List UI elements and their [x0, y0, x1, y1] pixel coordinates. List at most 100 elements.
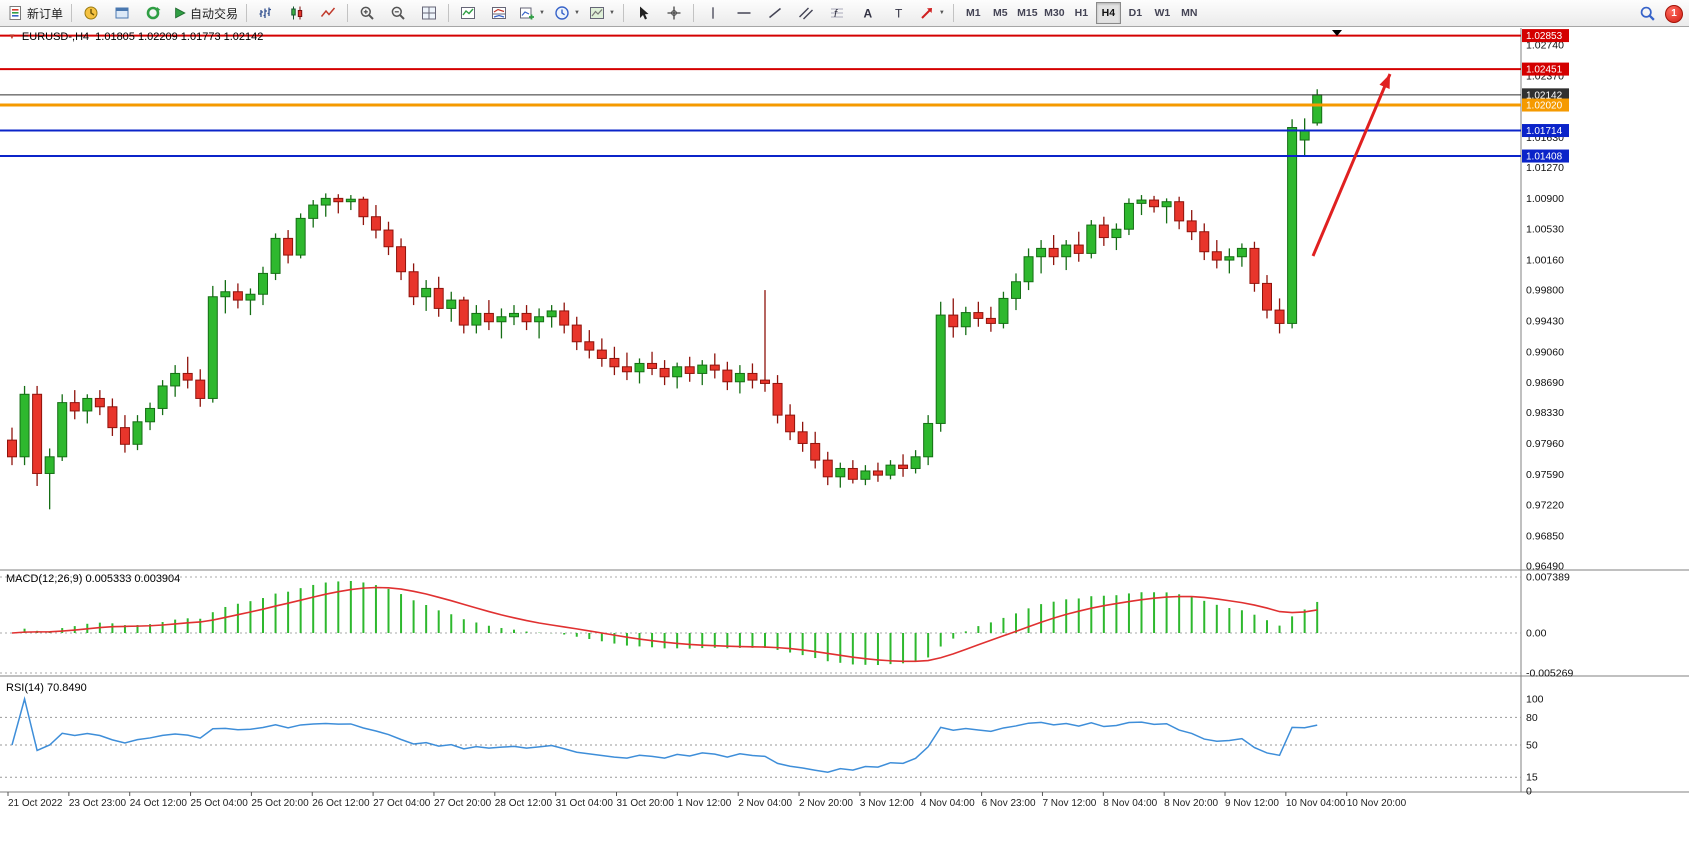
- data-window-button[interactable]: [107, 1, 137, 25]
- svg-text:1.01270: 1.01270: [1526, 162, 1564, 174]
- timeframe-button-h1[interactable]: H1: [1074, 7, 1089, 19]
- svg-text:0.007389: 0.007389: [1526, 572, 1570, 584]
- svg-text:31 Oct 20:00: 31 Oct 20:00: [617, 798, 675, 809]
- fibonacci-icon: f: [830, 8, 843, 20]
- svg-text:15: 15: [1526, 772, 1538, 784]
- label-tool[interactable]: T: [884, 1, 914, 25]
- svg-text:8 Nov 04:00: 8 Nov 04:00: [1103, 798, 1157, 809]
- indicators-icon: [461, 7, 476, 19]
- svg-text:0.97590: 0.97590: [1526, 469, 1564, 481]
- svg-text:0.97220: 0.97220: [1526, 500, 1564, 512]
- zoom-out-button[interactable]: [383, 1, 413, 25]
- indicator-window-button[interactable]: [484, 1, 514, 25]
- chart-candles-button[interactable]: [282, 1, 312, 25]
- svg-text:A: A: [863, 7, 872, 21]
- candlestick-chart-icon: [291, 6, 303, 20]
- zoom-out-icon: [391, 6, 405, 20]
- svg-text:3 Nov 12:00: 3 Nov 12:00: [860, 798, 914, 809]
- arrow-tool[interactable]: ▼: [915, 1, 949, 25]
- svg-text:7 Nov 12:00: 7 Nov 12:00: [1042, 798, 1096, 809]
- timeframe-button-m5[interactable]: M5: [993, 7, 1008, 19]
- crosshair-button[interactable]: [659, 1, 689, 25]
- svg-text:28 Oct 12:00: 28 Oct 12:00: [495, 798, 553, 809]
- period-icon: [555, 6, 569, 20]
- vertical-line-tool[interactable]: [698, 1, 728, 25]
- arrow-tool-icon: [921, 8, 932, 19]
- price-chart-canvas[interactable]: 1.027401.023701.016301.012701.009001.005…: [0, 28, 1689, 868]
- chart-bars-button[interactable]: [251, 1, 281, 25]
- grid-icon: [422, 6, 437, 20]
- toolbar-separator: [622, 4, 624, 22]
- crosshair-icon: [667, 6, 681, 20]
- line-chart-icon: [320, 7, 336, 17]
- svg-text:2 Nov 04:00: 2 Nov 04:00: [738, 798, 792, 809]
- svg-text:1.02020: 1.02020: [1526, 101, 1563, 112]
- autotrade-button[interactable]: 自动交易: [169, 1, 242, 25]
- channel-tool[interactable]: [791, 1, 821, 25]
- svg-text:-0.005269: -0.005269: [1526, 668, 1573, 680]
- svg-text:0.98690: 0.98690: [1526, 377, 1564, 389]
- trendline-tool[interactable]: [760, 1, 790, 25]
- svg-text:10 Nov 20:00: 10 Nov 20:00: [1347, 798, 1407, 809]
- horizontal-line-icon: [737, 12, 751, 14]
- market-watch-button[interactable]: [76, 1, 106, 25]
- svg-text:100: 100: [1526, 694, 1544, 706]
- trendline-icon: [768, 7, 781, 19]
- tile-windows-button[interactable]: [414, 1, 444, 25]
- new-order-button[interactable]: 新订单: [4, 1, 67, 25]
- timeframe-button-m1[interactable]: M1: [966, 7, 981, 19]
- new-order-icon: [9, 6, 21, 20]
- toolbar-separator: [692, 4, 694, 22]
- timeframe-button-m15[interactable]: M15: [1017, 7, 1038, 19]
- chevron-down-icon: ▼: [539, 10, 545, 16]
- toolbar-separator: [246, 4, 248, 22]
- toolbar-separator: [347, 4, 349, 22]
- template-button[interactable]: ▼: [585, 1, 619, 25]
- notification-badge[interactable]: 1: [1665, 4, 1683, 23]
- symbol-period-label: EURUSD-,H4: [21, 31, 90, 43]
- timeframe-button-m30[interactable]: M30: [1044, 7, 1065, 19]
- svg-text:0.99430: 0.99430: [1526, 315, 1564, 327]
- svg-text:1.01714: 1.01714: [1526, 126, 1563, 137]
- cursor-button[interactable]: [628, 1, 658, 25]
- horizontal-line-tool[interactable]: [729, 1, 759, 25]
- chevron-down-icon: ▼: [608, 10, 615, 16]
- svg-text:0: 0: [1526, 786, 1532, 798]
- svg-text:0.96850: 0.96850: [1526, 530, 1564, 542]
- period-button[interactable]: ▼: [550, 1, 584, 25]
- timeframe-button-mn[interactable]: MN: [1181, 7, 1198, 19]
- svg-text:24 Oct 12:00: 24 Oct 12:00: [130, 798, 188, 809]
- svg-text:0.99060: 0.99060: [1526, 346, 1564, 358]
- add-indicator-icon: [520, 7, 535, 20]
- text-tool[interactable]: A: [853, 1, 883, 25]
- svg-text:8 Nov 20:00: 8 Nov 20:00: [1164, 798, 1218, 809]
- chart-line-button[interactable]: [313, 1, 343, 25]
- zoom-in-button[interactable]: [352, 1, 382, 25]
- toolbar-separator: [448, 4, 450, 22]
- toolbar-separator: [952, 4, 954, 22]
- svg-text:25 Oct 04:00: 25 Oct 04:00: [191, 798, 249, 809]
- svg-text:80: 80: [1526, 712, 1538, 724]
- bar-chart-icon: [259, 7, 272, 18]
- svg-text:0.99800: 0.99800: [1526, 285, 1564, 297]
- macd-label: MACD(12,26,9) 0.005333 0.003904: [6, 573, 181, 585]
- fibonacci-tool[interactable]: f: [822, 1, 852, 25]
- add-indicator-button[interactable]: ▼: [515, 1, 549, 25]
- ohlc-values: 1.01805 1.02209 1.01773 1.02142: [95, 31, 264, 43]
- timeframe-group: M1 M5 M15 M30 H1 H4 D1 W1 MN: [960, 2, 1203, 24]
- navigator-button[interactable]: [138, 1, 168, 25]
- toolbar-right: 1: [1639, 0, 1683, 27]
- svg-text:25 Oct 20:00: 25 Oct 20:00: [251, 798, 309, 809]
- timeframe-button-w1[interactable]: W1: [1154, 7, 1171, 19]
- text-icon: A: [863, 7, 872, 21]
- timeframe-button-h4[interactable]: H4: [1095, 2, 1121, 24]
- chart-window[interactable]: 1.02740 1.02370 1.01630 1.01270 1.00900 1.005…: [0, 28, 1689, 868]
- search-icon[interactable]: [1639, 5, 1656, 22]
- cursor-icon: [639, 6, 649, 20]
- autotrade-label: 自动交易: [190, 6, 239, 21]
- timeframe-button-d1[interactable]: D1: [1128, 7, 1143, 19]
- svg-text:4 Nov 04:00: 4 Nov 04:00: [921, 798, 975, 809]
- svg-text:1.00160: 1.00160: [1526, 255, 1564, 267]
- svg-text:6 Nov 23:00: 6 Nov 23:00: [982, 798, 1036, 809]
- indicators-button[interactable]: [453, 1, 483, 25]
